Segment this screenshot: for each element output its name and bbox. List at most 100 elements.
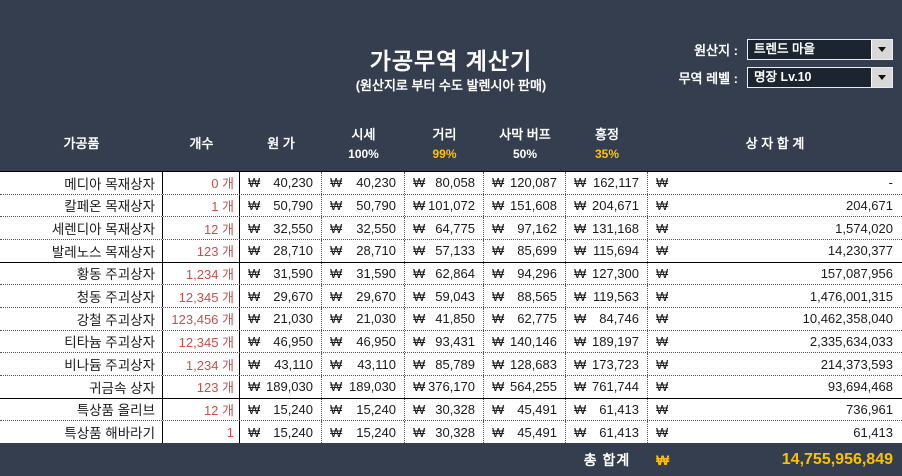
desert-buff-cell: ₩ 62,775 xyxy=(484,307,566,330)
col-header-label: 거리 xyxy=(432,126,457,142)
won-sign: ₩ xyxy=(413,356,426,372)
won-sign: ₩ xyxy=(330,175,343,191)
distance-cell: ₩ 80,058 xyxy=(405,172,484,194)
bargain-value: 61,413 xyxy=(599,401,639,417)
cost-value: 40,230 xyxy=(273,175,313,191)
won-sign: ₩ xyxy=(656,401,669,417)
bargain-value: 189,197 xyxy=(592,333,639,349)
distance-value: 64,775 xyxy=(435,220,475,236)
won-sign: ₩ xyxy=(656,356,669,372)
market-value: 29,670 xyxy=(356,288,396,304)
won-sign: ₩ xyxy=(330,220,343,236)
item-count[interactable]: 123 개 xyxy=(163,375,240,398)
trade-level-dropdown-button[interactable] xyxy=(871,68,892,87)
item-count[interactable]: 1 xyxy=(163,421,240,443)
box-total-cell: ₩ 14,230,377 xyxy=(648,240,902,262)
box-total-cell: ₩ 1,574,020 xyxy=(648,217,902,239)
won-sign: ₩ xyxy=(413,175,426,191)
col-header-box-total: 상 자 합 계 xyxy=(648,120,902,164)
trade-level-dropdown[interactable]: 명장 Lv.10 xyxy=(747,67,893,88)
origin-dropdown[interactable]: 트렌드 마을 xyxy=(747,39,893,60)
product-name: 특상품 해바라기 xyxy=(0,421,163,443)
item-count[interactable]: 123,456 개 xyxy=(163,307,240,330)
market-cell: ₩ 31,590 xyxy=(322,262,405,285)
won-sign: ₩ xyxy=(248,288,261,304)
box-total-cell: ₩ 204,671 xyxy=(648,195,902,217)
bargain-cell: ₩ 115,694 xyxy=(566,239,648,262)
item-count[interactable]: 12 개 xyxy=(163,217,240,239)
won-sign: ₩ xyxy=(413,197,426,213)
item-count[interactable]: 12 개 xyxy=(163,398,240,421)
won-sign: ₩ xyxy=(330,401,343,417)
trade-level-dropdown-value: 명장 Lv.10 xyxy=(754,70,812,84)
bargain-cell: ₩ 119,563 xyxy=(566,285,648,307)
cost-value: 29,670 xyxy=(273,288,313,304)
item-count[interactable]: 123 개 xyxy=(163,239,240,262)
bargain-value: 173,723 xyxy=(592,356,639,372)
bargain-cell: ₩ 761,744 xyxy=(566,375,648,398)
box-total-cell: ₩ 93,694,468 xyxy=(648,376,902,398)
col-header-distance: 거리 99% xyxy=(405,120,484,164)
distance-cell: ₩ 30,328 xyxy=(405,421,484,443)
won-sign: ₩ xyxy=(492,265,505,281)
desert-buff-cell: ₩ 85,699 xyxy=(484,239,566,262)
won-sign: ₩ xyxy=(413,243,426,259)
box-total-cell: ₩ 214,373,593 xyxy=(648,353,902,375)
grand-total-cell: ₩ 14,755,956,849 xyxy=(648,451,902,469)
box-total-cell: ₩ 736,961 xyxy=(648,399,902,421)
won-sign: ₩ xyxy=(492,311,505,327)
won-sign: ₩ xyxy=(330,356,343,372)
won-sign: ₩ xyxy=(413,220,426,236)
trade-level-label: 무역 레벨 : xyxy=(678,71,738,86)
cost-cell: ₩ 46,950 xyxy=(240,330,322,353)
item-count[interactable]: 1 개 xyxy=(163,194,240,217)
box-total-value: 93,694,468 xyxy=(827,379,893,395)
cost-value: 46,950 xyxy=(273,333,313,349)
won-sign: ₩ xyxy=(413,311,426,327)
item-count[interactable]: 0 개 xyxy=(163,172,240,194)
distance-value: 57,133 xyxy=(435,243,475,259)
desert-buff-percent: 50% xyxy=(512,146,538,161)
won-sign: ₩ xyxy=(413,265,426,281)
item-count[interactable]: 12,345 개 xyxy=(163,285,240,307)
desert-buff-value: 128,683 xyxy=(510,356,557,372)
col-header-bargain: 흥정 35% xyxy=(566,120,648,164)
col-header-market: 시세 100% xyxy=(322,120,405,164)
table-row: 세렌디아 목재상자 12 개 ₩ 32,550 ₩ 32,550 ₩ 64,77… xyxy=(0,217,902,240)
table-row: 귀금속 상자 123 개 ₩ 189,030 ₩ 189,030 ₩ 376,1… xyxy=(0,375,902,399)
item-count[interactable]: 12,345 개 xyxy=(163,330,240,353)
won-sign: ₩ xyxy=(413,379,426,395)
won-sign: ₩ xyxy=(492,288,505,304)
col-header-desert-buff: 사막 버프 50% xyxy=(484,120,566,164)
market-cell: ₩ 15,240 xyxy=(322,421,405,443)
grand-total-bar: 총 합계 ₩ 14,755,956,849 xyxy=(0,443,902,476)
cost-value: 28,710 xyxy=(273,243,313,259)
market-cell: ₩ 40,230 xyxy=(322,172,405,194)
won-sign: ₩ xyxy=(492,379,505,395)
bargain-cell: ₩ 84,746 xyxy=(566,307,648,330)
desert-buff-cell: ₩ 94,296 xyxy=(484,262,566,285)
origin-dropdown-button[interactable] xyxy=(871,40,892,59)
market-value: 31,590 xyxy=(356,265,396,281)
won-sign: ₩ xyxy=(656,197,669,213)
col-header-label: 흥정 xyxy=(595,126,619,142)
product-name: 특상품 올리브 xyxy=(0,398,163,421)
chevron-down-icon xyxy=(878,47,886,52)
market-cell: ₩ 50,790 xyxy=(322,194,405,217)
distance-cell: ₩ 30,328 xyxy=(405,398,484,421)
table-row: 청동 주괴상자 12,345 개 ₩ 29,670 ₩ 29,670 ₩ 59,… xyxy=(0,285,902,308)
item-count[interactable]: 1,234 개 xyxy=(163,262,240,285)
desert-buff-cell: ₩ 140,146 xyxy=(484,330,566,353)
won-sign: ₩ xyxy=(492,333,505,349)
won-sign: ₩ xyxy=(248,243,261,259)
item-count[interactable]: 1,234 개 xyxy=(163,353,240,375)
cost-cell: ₩ 21,030 xyxy=(240,307,322,330)
distance-cell: ₩ 93,431 xyxy=(405,330,484,353)
product-name: 강철 주괴상자 xyxy=(0,307,163,330)
cost-value: 50,790 xyxy=(273,197,313,213)
product-name: 티타늄 주괴상자 xyxy=(0,330,163,353)
bargain-value: 119,563 xyxy=(592,288,639,304)
desert-buff-value: 151,608 xyxy=(510,197,557,213)
box-total-value: 2,335,634,033 xyxy=(809,333,893,349)
distance-value: 376,170 xyxy=(428,379,475,395)
